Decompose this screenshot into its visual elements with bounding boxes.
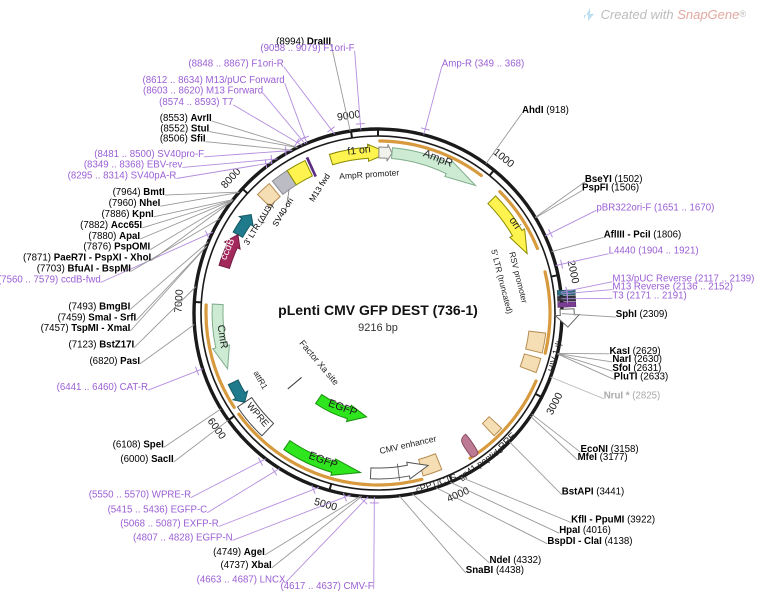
svg-text:(4617 .. 4637) CMV-F: (4617 .. 4637) CMV-F (281, 581, 374, 592)
svg-text:CMV enhancer: CMV enhancer (378, 433, 437, 456)
svg-text:PluTI (2633): PluTI (2633) (614, 371, 668, 382)
svg-text:9000: 9000 (336, 108, 361, 123)
svg-text:(8603 .. 8620) M13 Forward: (8603 .. 8620) M13 Forward (143, 85, 263, 96)
svg-text:pLenti CMV GFP DEST (736-1): pLenti CMV GFP DEST (736-1) (278, 302, 478, 318)
svg-text:(6000) SacII: (6000) SacII (120, 454, 174, 465)
svg-text:(7960) NheI: (7960) NheI (109, 198, 161, 209)
svg-text:(8848 .. 8867) F1ori-R: (8848 .. 8867) F1ori-R (188, 59, 283, 70)
svg-text:MfeI (3177): MfeI (3177) (578, 452, 628, 463)
svg-text:HpaI (4016): HpaI (4016) (559, 525, 611, 536)
svg-text:(4737) XbaI: (4737) XbaI (221, 560, 272, 571)
svg-text:PspFI (1506): PspFI (1506) (582, 183, 639, 194)
svg-text:(8349 .. 8368) EBV-rev: (8349 .. 8368) EBV-rev (84, 159, 183, 170)
svg-text:(5415 .. 5436) EGFP-C: (5415 .. 5436) EGFP-C (108, 505, 208, 516)
svg-text:(7457) TspMI - XmaI: (7457) TspMI - XmaI (41, 323, 131, 334)
svg-text:(7882) Acc65I: (7882) Acc65I (80, 220, 142, 231)
svg-text:(7964) BmtI: (7964) BmtI (113, 187, 166, 198)
svg-text:(6441 .. 6460) CAT-R: (6441 .. 6460) CAT-R (57, 382, 148, 393)
svg-text:pBR322ori-F (1651 .. 1670): pBR322ori-F (1651 .. 1670) (596, 202, 714, 213)
svg-text:(8506) SfiI: (8506) SfiI (160, 134, 206, 145)
svg-text:BspDI - ClaI (4138): BspDI - ClaI (4138) (547, 536, 632, 547)
svg-text:Factor Xa site: Factor Xa site (297, 338, 340, 387)
svg-text:L4440 (1904 .. 1921): L4440 (1904 .. 1921) (609, 246, 699, 257)
svg-text:HIV-1 ψ: HIV-1 ψ (546, 340, 563, 373)
svg-text:4000: 4000 (445, 485, 471, 505)
svg-text:SphI (2309): SphI (2309) (616, 309, 668, 320)
svg-text:9216 bp: 9216 bp (358, 322, 398, 334)
svg-text:attR1: attR1 (251, 369, 270, 392)
svg-text:(8553) AvrII: (8553) AvrII (160, 113, 212, 124)
svg-text:(7886) KpnI: (7886) KpnI (101, 209, 154, 220)
svg-text:(4807 .. 4828) EGFP-N: (4807 .. 4828) EGFP-N (133, 532, 233, 543)
svg-text:(8295 .. 8314) SV40pA-R: (8295 .. 8314) SV40pA-R (68, 171, 177, 182)
svg-text:AmpR promoter: AmpR promoter (339, 167, 400, 181)
svg-text:AhdI (918): AhdI (918) (522, 105, 569, 116)
svg-text:(7871) PaeR7I - PspXI - XhoI: (7871) PaeR7I - PspXI - XhoI (23, 253, 151, 264)
svg-text:(7123) BstZ17I: (7123) BstZ17I (68, 340, 134, 351)
svg-text:(4749) AgeI: (4749) AgeI (213, 547, 265, 558)
svg-text:7000: 7000 (172, 289, 185, 313)
svg-text:(7493) BmgBI: (7493) BmgBI (68, 301, 130, 312)
svg-text:NruI * (2825): NruI * (2825) (604, 391, 661, 402)
svg-text:(6820) PasI: (6820) PasI (89, 356, 140, 367)
svg-text:(7703) BfuAI - BspMI: (7703) BfuAI - BspMI (37, 263, 132, 274)
svg-text:3000: 3000 (544, 391, 565, 417)
svg-text:(6108) SpeI: (6108) SpeI (113, 439, 164, 450)
svg-text:BstAPI (3441): BstAPI (3441) (562, 487, 624, 498)
svg-text:(7459) SmaI - SrfI: (7459) SmaI - SrfI (58, 312, 137, 323)
svg-text:(5068 .. 5087) EXFP-R: (5068 .. 5087) EXFP-R (120, 519, 219, 530)
svg-text:(7876) PspOMI: (7876) PspOMI (83, 242, 150, 253)
svg-text:AflIII - PciI (1806): AflIII - PciI (1806) (604, 229, 682, 240)
svg-text:KflI - PpuMI (3922): KflI - PpuMI (3922) (571, 515, 655, 526)
svg-text:(5550 .. 5570) WPRE-R: (5550 .. 5570) WPRE-R (89, 490, 191, 501)
svg-text:(7560 .. 7579) ccdB-fwd: (7560 .. 7579) ccdB-fwd (0, 274, 101, 285)
svg-text:(4663 .. 4687) LNCX: (4663 .. 4687) LNCX (197, 575, 286, 586)
svg-text:(8574 .. 8593) T7: (8574 .. 8593) T7 (159, 97, 233, 108)
svg-text:(7880) ApaI: (7880) ApaI (88, 231, 140, 242)
svg-text:T3 (2171 .. 2191): T3 (2171 .. 2191) (612, 290, 686, 301)
svg-text:SnaBI (4438): SnaBI (4438) (466, 565, 524, 576)
svg-text:1000: 1000 (491, 146, 517, 170)
svg-text:Amp-R (349 .. 368): Amp-R (349 .. 368) (442, 59, 524, 70)
svg-text:(9058 .. 9079) F1ori-F: (9058 .. 9079) F1ori-F (260, 43, 354, 54)
svg-text:(8481 .. 8500) SV40pro-F: (8481 .. 8500) SV40pro-F (94, 149, 204, 160)
